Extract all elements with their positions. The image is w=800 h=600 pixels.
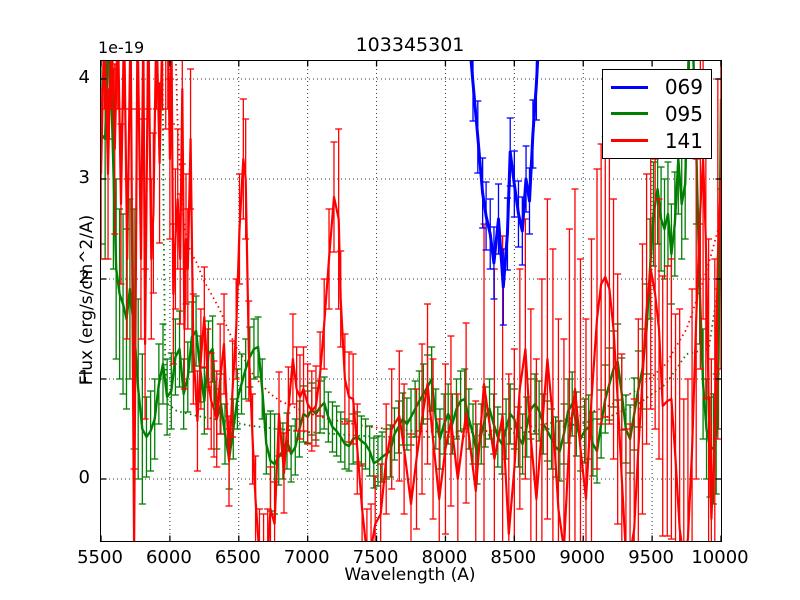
series-141-line [101,61,721,541]
y-axis-offset-text: 1e-19 [98,38,145,57]
legend-entry-label: 069 [664,75,703,100]
legend-entry-label: 095 [664,101,703,126]
x-tick-label: 5500 [77,547,123,568]
spectrum-svg [101,61,721,541]
legend-entry-label: 141 [664,128,703,153]
y-tick-label: 4 [78,67,90,88]
x-tick-label: 7500 [352,547,399,568]
legend-entry: 069 [611,74,703,100]
y-tick-label: 1 [78,367,90,388]
series-095-line [101,61,721,466]
y-tick-label: 0 [78,467,90,488]
x-tick-label: 8500 [490,547,537,568]
legend-entry: 095 [611,101,703,127]
series-069-line [469,61,540,289]
x-tick-label: 9000 [559,547,606,568]
x-tick-label: 6500 [214,547,261,568]
plot-title: 103345301 [355,34,465,56]
x-axis-label: Wavelength (A) [344,565,476,585]
x-tick-label: 9500 [628,547,675,568]
y-tick-label: 2 [78,267,90,288]
legend-line-sample [611,139,648,143]
legend: 069 095 141 [602,69,712,159]
x-tick-label: 10000 [691,547,749,568]
y-tick-label: 3 [78,167,90,188]
x-tick-label: 7000 [283,547,330,568]
x-tick-label: 8000 [421,547,468,568]
legend-entry: 141 [611,128,703,154]
legend-line-sample [611,85,648,89]
x-tick-label: 6000 [145,547,192,568]
legend-line-sample [611,112,648,116]
